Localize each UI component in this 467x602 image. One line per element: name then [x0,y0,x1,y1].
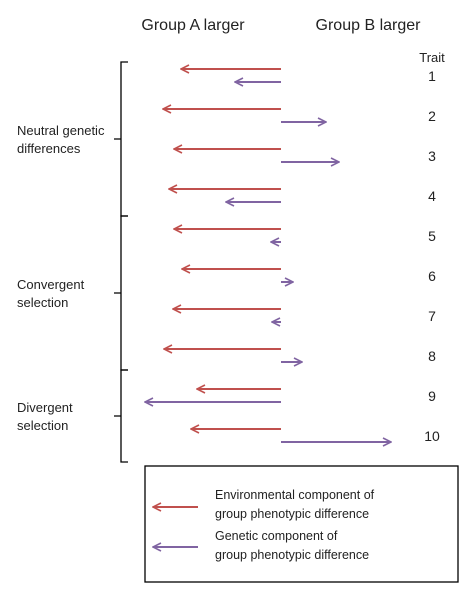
trait-number: 1 [428,68,436,84]
trait-number: 5 [428,228,436,244]
trait-row [163,109,326,122]
trait-number: 3 [428,148,436,164]
trait-number: 9 [428,388,436,404]
trait-number: 10 [424,428,440,444]
trait-number: 7 [428,308,436,324]
trait-row [182,269,293,282]
legend: Environmental component of group phenoty… [144,465,459,583]
group-label-line: Divergent [17,400,73,415]
group-label-line: Convergent [17,277,85,292]
trait-numbers: 1 2 3 4 5 6 7 8 9 10 [424,68,440,444]
trait-number: 8 [428,348,436,364]
group-a-header: Group A larger [141,17,245,34]
group-labels: Neutral genetic differences Convergent sele… [17,123,105,433]
trait-header: Trait [419,50,445,65]
legend-genetic-line-2: group phenotypic difference [215,548,369,562]
group-label-line: Neutral genetic [17,123,105,138]
trait-row [174,229,281,242]
trait-number: 6 [428,268,436,284]
legend-genetic-line-1: Genetic component of [215,529,338,543]
trait-row [164,349,302,362]
trait-row [174,149,339,162]
legend-box [144,465,459,583]
group-brackets [114,61,128,463]
trait-row [169,189,281,202]
arrow-rows [145,69,391,442]
trait-row [173,309,281,322]
trait-row [145,389,281,402]
legend-environmental-line-2: group phenotypic difference [215,507,369,521]
trait-number: 2 [428,108,436,124]
group-label-line: selection [17,418,68,433]
legend-environmental-line-1: Environmental component of [215,488,375,502]
trait-number: 4 [428,188,436,204]
group-bracket [114,61,128,217]
group-b-header: Group B larger [316,17,422,34]
group-bracket [114,215,128,371]
group-bracket [114,369,128,463]
trait-row [181,69,281,82]
group-label-line: selection [17,295,68,310]
group-label-line: differences [17,141,81,156]
trait-row [191,429,391,442]
